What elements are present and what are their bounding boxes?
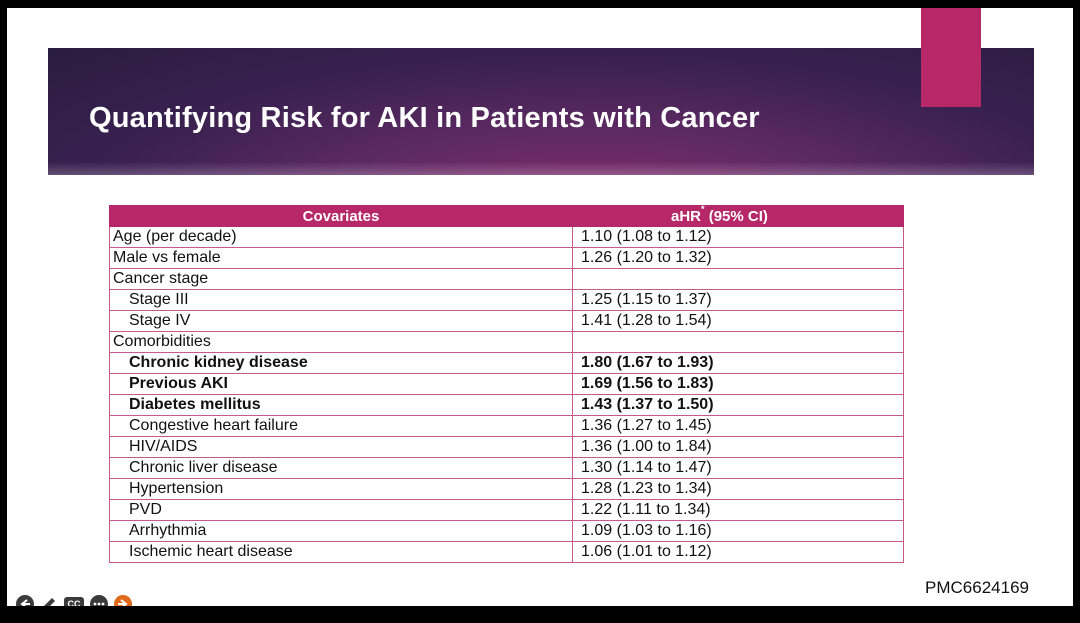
row-label: PVD [109,499,573,521]
table-row: Previous AKI 1.69 (1.56 to 1.83) [109,373,904,395]
row-label: Arrhythmia [109,520,573,542]
row-label: Chronic kidney disease [109,352,573,374]
table-header-row: Covariates aHR* (95% CI) [109,203,904,227]
table-row: Arrhythmia 1.09 (1.03 to 1.16) [109,520,904,542]
more-icon[interactable] [90,595,108,606]
row-label: Hypertension [109,478,573,500]
row-label: Congestive heart failure [109,415,573,437]
row-value: 1.30 (1.14 to 1.47) [572,457,904,479]
table-row: Chronic kidney disease 1.80 (1.67 to 1.93… [109,352,904,374]
row-label: Diabetes mellitus [109,394,573,416]
table-row: Ischemic heart disease 1.06 (1.01 to 1.12… [109,541,904,563]
row-value: 1.10 (1.08 to 1.12) [572,226,904,248]
slide: Quantifying Risk for AKI in Patients wit… [7,8,1073,606]
row-value: 1.26 (1.20 to 1.32) [572,247,904,269]
row-value: 1.25 (1.15 to 1.37) [572,289,904,311]
row-value: 1.36 (1.27 to 1.45) [572,415,904,437]
header-ahr: aHR* (95% CI) [572,203,904,227]
row-label: Male vs female [109,247,573,269]
row-label: Chronic liver disease [109,457,573,479]
table-row: Chronic liver disease 1.30 (1.14 to 1.47) [109,457,904,479]
row-label: Comorbidities [109,331,573,353]
cc-label: CC [67,599,81,606]
table-row: HIV/AIDS 1.36 (1.00 to 1.84) [109,436,904,458]
row-value: 1.80 (1.67 to 1.93) [572,352,904,374]
table-row: Hypertension 1.28 (1.23 to 1.34) [109,478,904,500]
next-slide-icon[interactable] [114,595,132,606]
header-ahr-label: aHR [671,207,702,225]
source-reference: PMC6624169 [925,578,1029,597]
title-banner [48,48,1034,175]
row-value: 1.09 (1.03 to 1.16) [572,520,904,542]
accent-bar [921,8,981,107]
table-row: Age (per decade) 1.10 (1.08 to 1.12) [109,226,904,248]
table-row: Congestive heart failure 1.36 (1.27 to 1.… [109,415,904,437]
row-value [572,331,904,353]
table-row: Cancer stage [109,268,904,290]
row-value [572,268,904,290]
table-row: Stage III 1.25 (1.15 to 1.37) [109,289,904,311]
row-value: 1.22 (1.11 to 1.34) [572,499,904,521]
row-value: 1.41 (1.28 to 1.54) [572,310,904,332]
table-row: Diabetes mellitus 1.43 (1.37 to 1.50) [109,394,904,416]
header-covariates: Covariates [109,205,573,227]
row-value: 1.28 (1.23 to 1.34) [572,478,904,500]
row-label: Ischemic heart disease [109,541,573,563]
table-row: Comorbidities [109,331,904,353]
slideshow-controls: CC [16,593,132,606]
pencil-icon[interactable] [40,595,58,606]
row-value: 1.43 (1.37 to 1.50) [572,394,904,416]
slide-title: Quantifying Risk for AKI in Patients wit… [89,102,760,134]
row-value: 1.06 (1.01 to 1.12) [572,541,904,563]
table-row: Stage IV 1.41 (1.28 to 1.54) [109,310,904,332]
header-ahr-star: * [701,203,705,214]
row-label: Previous AKI [109,373,573,395]
risk-table: Covariates aHR* (95% CI) Age (per decade… [109,203,904,563]
row-value: 1.36 (1.00 to 1.84) [572,436,904,458]
row-label: Stage III [109,289,573,311]
back-arrow-icon[interactable] [16,595,34,606]
closed-captions-icon[interactable]: CC [64,596,84,606]
header-ci-label: (95% CI) [704,207,768,225]
row-label: Stage IV [109,310,573,332]
row-label: HIV/AIDS [109,436,573,458]
table-row: PVD 1.22 (1.11 to 1.34) [109,499,904,521]
row-value: 1.69 (1.56 to 1.83) [572,373,904,395]
row-label: Cancer stage [109,268,573,290]
table-row: Male vs female 1.26 (1.20 to 1.32) [109,247,904,269]
row-label: Age (per decade) [109,226,573,248]
